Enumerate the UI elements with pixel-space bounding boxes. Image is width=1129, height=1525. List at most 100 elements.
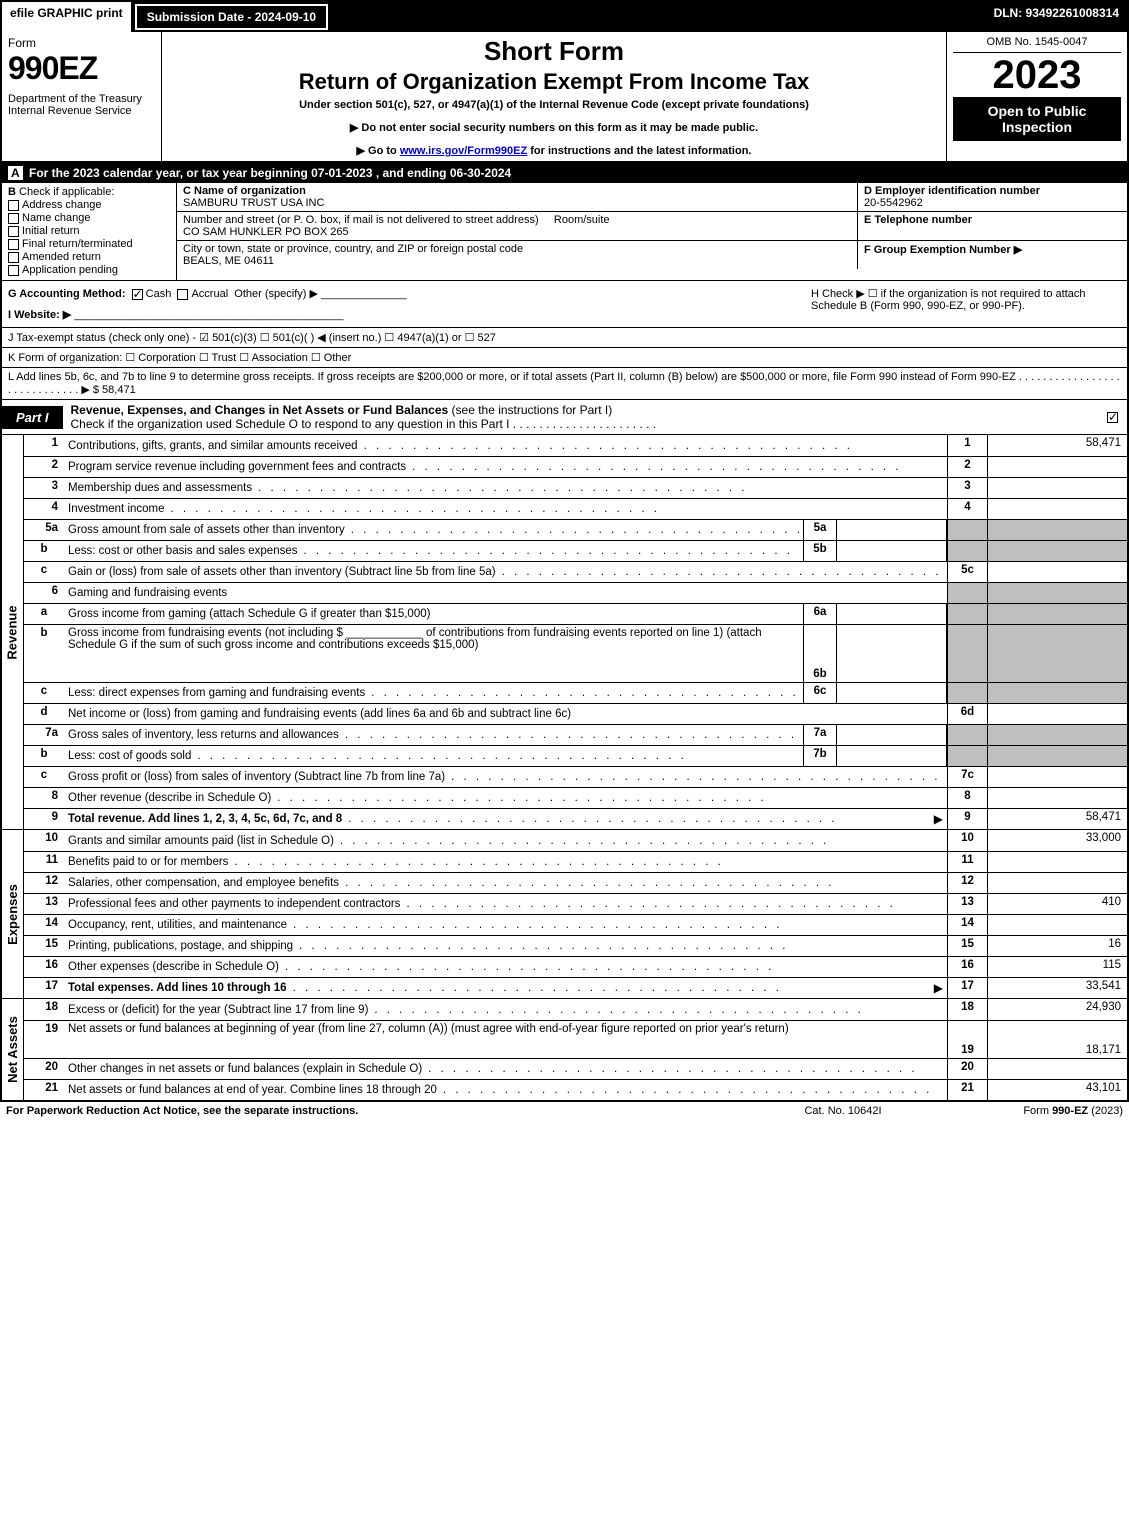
line-18-value: 24,930: [987, 999, 1127, 1020]
short-form-title: Short Form: [172, 36, 936, 67]
arrow-icon: ▶: [934, 812, 943, 826]
letter-a: A: [8, 166, 23, 180]
row-k: K Form of organization: ☐ Corporation ☐ …: [2, 348, 1127, 368]
city-label: City or town, state or province, country…: [183, 243, 851, 255]
line-12: 12Salaries, other compensation, and empl…: [24, 872, 1127, 893]
row-a: A For the 2023 calendar year, or tax yea…: [2, 163, 1127, 183]
line-20-value: [987, 1059, 1127, 1079]
row-city: City or town, state or province, country…: [177, 241, 1127, 269]
line-2-value: [987, 457, 1127, 477]
checkbox-icon: [8, 200, 19, 211]
line-10-value: 33,000: [987, 830, 1127, 851]
part-i-check-line: Check if the organization used Schedule …: [71, 417, 657, 431]
checkbox-icon: [8, 239, 19, 250]
chk-amended-return[interactable]: Amended return: [8, 251, 170, 263]
e-tel-label: E Telephone number: [864, 214, 1121, 226]
col-b: B Check if applicable: Address change Na…: [2, 183, 177, 280]
chk-application-pending[interactable]: Application pending: [8, 264, 170, 276]
part-i-header: Part I Revenue, Expenses, and Changes in…: [2, 400, 1127, 435]
website-line: I Website: ▶ ___________________________…: [8, 308, 811, 321]
line-7b-value: [837, 746, 947, 766]
part-i-tab: Part I: [2, 406, 63, 429]
line-13: 13Professional fees and other payments t…: [24, 893, 1127, 914]
checkbox-icon: [8, 252, 19, 263]
omb-number: OMB No. 1545-0047: [953, 36, 1121, 53]
row-gh: G Accounting Method: Cash Accrual Other …: [2, 281, 1127, 328]
header-center: Short Form Return of Organization Exempt…: [162, 32, 947, 161]
goto-pre: ▶ Go to: [357, 145, 400, 157]
header: Form 990EZ Department of the TreasuryInt…: [2, 32, 1127, 163]
col-cde: C Name of organization SAMBURU TRUST USA…: [177, 183, 1127, 280]
line-16-value: 115: [987, 957, 1127, 977]
checkbox-icon: [8, 265, 19, 276]
line-8-value: [987, 788, 1127, 808]
checkbox-icon: [8, 226, 19, 237]
tax-year: 2023: [953, 55, 1121, 95]
part-i-title: Revenue, Expenses, and Changes in Net As…: [63, 400, 1101, 434]
checkbox-cash[interactable]: [132, 289, 143, 300]
address-cell: Number and street (or P. O. box, if mail…: [177, 212, 857, 240]
chk-initial-return[interactable]: Initial return: [8, 225, 170, 237]
line-11: 11Benefits paid to or for members. . . .…: [24, 851, 1127, 872]
line-10: 10Grants and similar amounts paid (list …: [24, 830, 1127, 851]
line-6: 6Gaming and fundraising events: [24, 582, 1127, 603]
line-14-value: [987, 915, 1127, 935]
form-990ez-page: efile GRAPHIC print Submission Date - 20…: [0, 0, 1129, 1102]
goto-link-line: ▶ Go to www.irs.gov/Form990EZ for instru…: [172, 144, 936, 157]
form-number: 990EZ: [8, 50, 155, 87]
accounting-method: G Accounting Method: Cash Accrual Other …: [8, 287, 811, 300]
line-5c: cGain or (loss) from sale of assets othe…: [24, 561, 1127, 582]
topbar: efile GRAPHIC print Submission Date - 20…: [2, 2, 1127, 32]
form-label: Form: [8, 36, 155, 50]
line-7c-value: [987, 767, 1127, 787]
chk-name-change[interactable]: Name change: [8, 212, 170, 224]
expenses-lines: 10Grants and similar amounts paid (list …: [24, 830, 1127, 998]
c-name-label: C Name of organization: [183, 185, 851, 197]
net-assets-side-label: Net Assets: [2, 999, 24, 1100]
line-15-value: 16: [987, 936, 1127, 956]
line-6a: aGross income from gaming (attach Schedu…: [24, 603, 1127, 624]
chk-final-return[interactable]: Final return/terminated: [8, 238, 170, 250]
section-bcdef: B Check if applicable: Address change Na…: [2, 183, 1127, 281]
org-name-cell: C Name of organization SAMBURU TRUST USA…: [177, 183, 857, 211]
checkbox-icon: [8, 213, 19, 224]
g-label: G Accounting Method:: [8, 288, 126, 300]
line-6c: cLess: direct expenses from gaming and f…: [24, 682, 1127, 703]
checkbox-accrual[interactable]: [177, 289, 188, 300]
line-6d: dNet income or (loss) from gaming and fu…: [24, 703, 1127, 724]
line-9: 9Total revenue. Add lines 1, 2, 3, 4, 5c…: [24, 808, 1127, 829]
line-3: 3Membership dues and assessments. . . . …: [24, 477, 1127, 498]
form-footer-id: Form 990-EZ (2023): [943, 1105, 1123, 1117]
d-ein-label: D Employer identification number: [864, 185, 1121, 197]
org-name-value: SAMBURU TRUST USA INC: [183, 197, 851, 209]
line-6c-value: [837, 683, 947, 703]
line-15: 15Printing, publications, postage, and s…: [24, 935, 1127, 956]
line-5b: bLess: cost or other basis and sales exp…: [24, 540, 1127, 561]
row-h: H Check ▶ ☐ if the organization is not r…: [811, 287, 1121, 321]
line-7c: cGross profit or (loss) from sales of in…: [24, 766, 1127, 787]
row-a-text: For the 2023 calendar year, or tax year …: [29, 166, 511, 180]
chk-address-change[interactable]: Address change: [8, 199, 170, 211]
line-7b: bLess: cost of goods sold. . . . . . . .…: [24, 745, 1127, 766]
line-6b: bGross income from fundraising events (n…: [24, 624, 1127, 682]
dln-number: DLN: 93492261008314: [986, 2, 1127, 32]
address-value: CO SAM HUNKLER PO BOX 265: [183, 226, 851, 238]
group-exemption-cell: F Group Exemption Number ▶: [857, 241, 1127, 269]
line-6b-value: [837, 625, 947, 682]
line-21: 21Net assets or fund balances at end of …: [24, 1079, 1127, 1100]
arrow-icon: ▶: [934, 981, 943, 995]
line-6d-value: [987, 704, 1127, 724]
line-5c-value: [987, 562, 1127, 582]
b-label: Check if applicable:: [19, 186, 114, 198]
efile-graphic-print[interactable]: efile GRAPHIC print: [2, 2, 133, 32]
line-2: 2Program service revenue including gover…: [24, 456, 1127, 477]
line-18: 18Excess or (deficit) for the year (Subt…: [24, 999, 1127, 1020]
telephone-cell: E Telephone number: [857, 212, 1127, 240]
irs-link[interactable]: www.irs.gov/Form990EZ: [400, 145, 527, 157]
net-assets-lines: 18Excess or (deficit) for the year (Subt…: [24, 999, 1127, 1100]
under-section: Under section 501(c), 527, or 4947(a)(1)…: [172, 99, 936, 111]
part-i-checkbox[interactable]: [1101, 410, 1127, 424]
f-group-label: F Group Exemption Number ▶: [864, 243, 1121, 256]
row-g-left: G Accounting Method: Cash Accrual Other …: [8, 287, 811, 321]
submission-date: Submission Date - 2024-09-10: [135, 4, 328, 30]
